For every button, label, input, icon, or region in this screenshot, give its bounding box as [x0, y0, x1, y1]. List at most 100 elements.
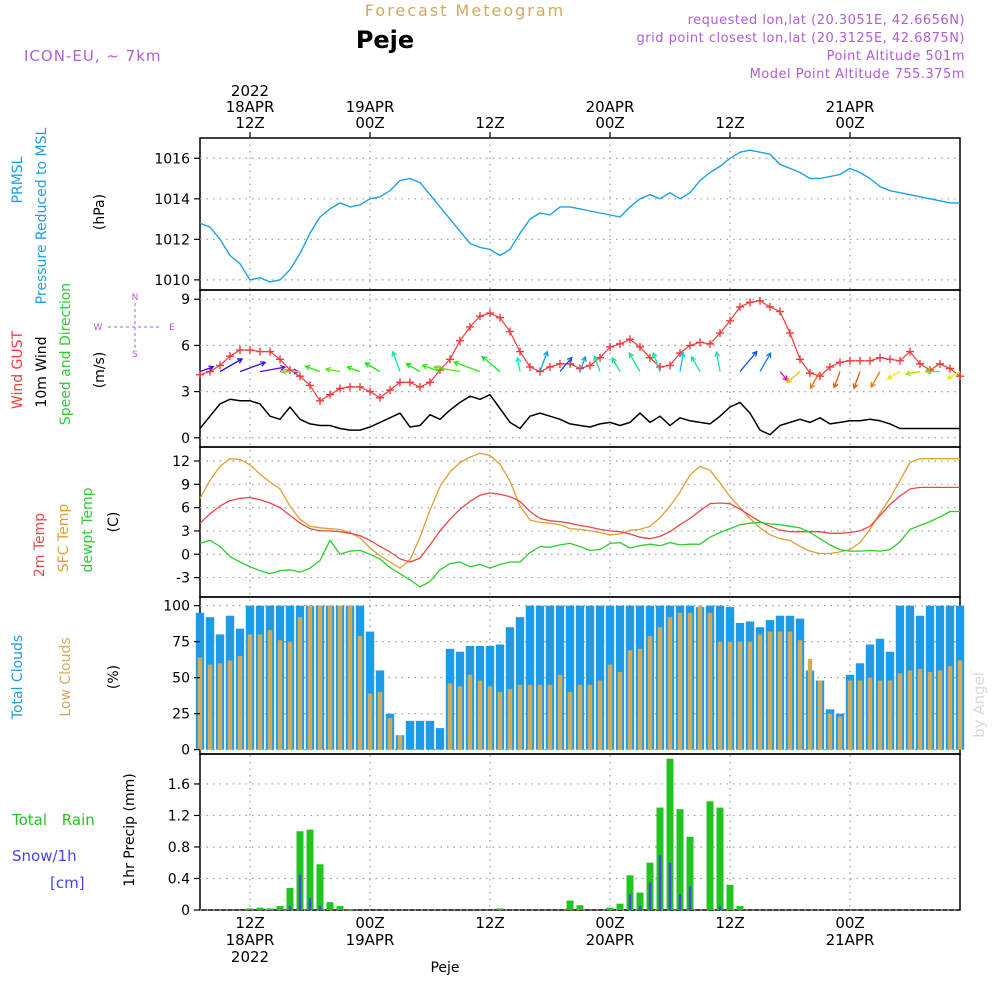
wind-arrow: [406, 363, 421, 373]
temp-unit: (C): [106, 512, 122, 533]
wind-arrow: [453, 361, 481, 373]
low-cloud-bar: [447, 683, 453, 750]
gridpoint-coords: grid point closest lon,lat (20.3125E, 42…: [637, 31, 965, 46]
rain-bar: [676, 809, 684, 910]
gust-marker: [356, 382, 364, 391]
grid-lines: [200, 138, 960, 911]
gust-marker: [776, 307, 784, 316]
low-cloud-bar: [847, 680, 853, 750]
rain-bar: [266, 908, 274, 910]
snow-unit-label: [cm]: [50, 874, 85, 892]
rain-bar: [576, 905, 584, 910]
wind-arrow: [434, 366, 461, 373]
gust-marker: [666, 361, 674, 370]
temperature-panel: [199, 446, 961, 598]
wind-arrow: [481, 356, 501, 373]
pressure-panel: [199, 137, 961, 291]
snow-bar: [718, 906, 722, 910]
credit-watermark: by Angel: [970, 672, 988, 738]
top-time-label: 18APR: [226, 98, 275, 116]
gust-marker: [596, 353, 604, 362]
snow-bar: [648, 882, 652, 910]
rain-bar: [706, 801, 714, 910]
low-cloud-bar: [347, 605, 353, 750]
low-cloud-bar: [267, 630, 273, 750]
wind-arrow-head: [628, 352, 635, 359]
rain-bar: [316, 864, 324, 910]
wind-arrow: [759, 352, 772, 372]
total-cloud-bar: [425, 720, 435, 750]
wind-arrow: [305, 365, 321, 373]
snow-bar: [288, 906, 292, 910]
wind-arrow-head: [515, 356, 522, 363]
total-rain-label: Total Rain: [11, 811, 95, 829]
wind-arrow: [539, 351, 548, 372]
wind-arrow-head: [543, 350, 549, 357]
bottom-time-label: 00Z: [835, 914, 864, 932]
gust-marker: [416, 382, 424, 391]
gust-marker: [476, 312, 484, 321]
wind-arrow: [786, 371, 801, 384]
low-cloud-bar: [947, 666, 953, 750]
wind-arrow-head: [364, 362, 371, 368]
wind-arrow: [870, 371, 881, 388]
low-cloud-bar: [677, 612, 683, 750]
low-cloud-bar: [197, 657, 203, 750]
low-cloud-bar: [887, 680, 893, 750]
wind-arrow: [679, 352, 684, 372]
total-cloud-bar: [575, 605, 585, 750]
bottom-time-label: 20APR: [586, 931, 635, 949]
snow-bar: [298, 874, 302, 910]
snow-label: Snow/1h: [12, 847, 77, 865]
gust-marker: [456, 336, 464, 345]
wind-arrow-head: [751, 350, 758, 357]
gust-marker: [266, 347, 274, 356]
rain-bar: [246, 908, 254, 910]
precip-panel: [199, 753, 961, 911]
location-title: Peje: [356, 26, 414, 54]
wind-speed-dir-label: Speed and Direction: [58, 283, 74, 425]
gust-marker: [526, 362, 534, 371]
wind-gust-label: Wind GUST: [10, 330, 26, 409]
low-cloud-bar: [877, 680, 883, 750]
wind-arrow: [887, 371, 901, 380]
gust-marker: [466, 322, 474, 331]
wind-arrow-head: [765, 352, 772, 359]
low-cloud-bar: [587, 684, 593, 750]
wind-arrow: [905, 370, 921, 375]
low-cloud-bar: [797, 640, 803, 750]
rain-bar: [726, 884, 734, 910]
low-cloud-bar: [647, 635, 653, 750]
precip-tick-label: 0.4: [168, 871, 190, 887]
low-cloud-bar: [927, 671, 933, 750]
top-time-label: 00Z: [355, 114, 384, 132]
compass-n: N: [132, 293, 139, 303]
low-cloud-bar: [287, 641, 293, 750]
dewpt-temp-label: dewpt Temp: [80, 487, 96, 572]
wind-arrow-head: [324, 366, 331, 373]
low-cloud-bar: [547, 684, 553, 750]
clouds-tick-label: 0: [181, 743, 190, 759]
low-cloud-bar: [707, 612, 713, 750]
pressure-line: [199, 149, 960, 283]
wind-arrow-head: [785, 377, 793, 384]
gust-marker: [796, 355, 804, 364]
wind-arrow-head: [809, 383, 816, 390]
top-time-label: 12Z: [715, 114, 744, 132]
wind-arrow-head: [690, 355, 697, 362]
wind-arrow-head: [208, 365, 215, 371]
wind-arrow-head: [946, 374, 953, 380]
wind-arrow-head: [852, 383, 859, 390]
wind-arrow: [364, 362, 381, 373]
gust-marker: [506, 327, 514, 336]
low-cloud-bar: [207, 664, 213, 750]
low-cloud-bar: [827, 713, 833, 750]
rain-bar: [606, 907, 614, 910]
top-time-label: 00Z: [835, 114, 864, 132]
wind-arrow: [325, 368, 341, 373]
snow-bar: [638, 906, 642, 910]
wind-arrow-head: [924, 368, 931, 375]
gust-marker: [206, 367, 214, 376]
wind-arrow: [853, 371, 861, 389]
